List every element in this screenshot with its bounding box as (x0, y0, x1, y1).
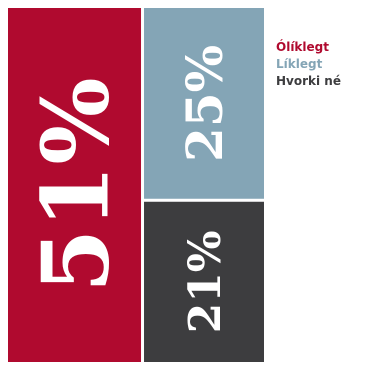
block-oliklegt (8, 8, 142, 362)
legend-item-olikligt: Ólíklegt (276, 40, 329, 54)
value-label-liklegt: 25% (175, 45, 234, 162)
value-label-oliklegt: 51% (22, 77, 130, 292)
block-hvorki-ne (144, 201, 264, 362)
value-label-hvorki-ne: 21% (180, 230, 231, 333)
legend-item-liklegt: Líklegt (276, 57, 323, 71)
legend-item-hvorki-ne: Hvorki né (276, 74, 341, 88)
block-liklegt (144, 8, 264, 199)
legend: Ólíklegt Líklegt Hvorki né (276, 39, 341, 90)
